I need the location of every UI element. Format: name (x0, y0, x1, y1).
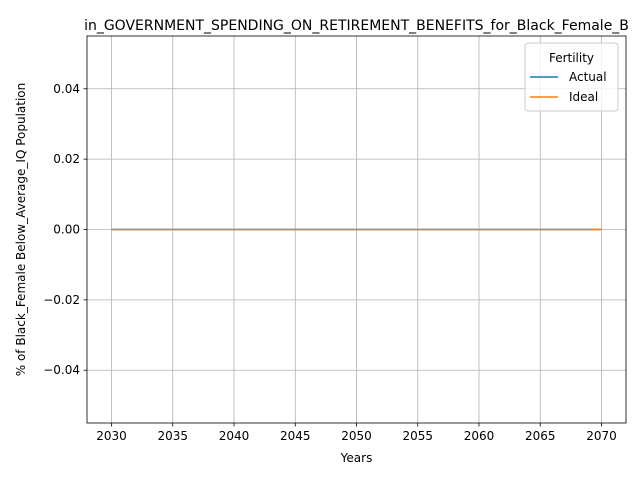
x-tick-label: 2065 (525, 429, 556, 443)
x-tick-label: 2040 (219, 429, 250, 443)
x-tick-label: 2060 (464, 429, 495, 443)
legend-label-actual: Actual (569, 70, 607, 84)
legend-title: Fertility (549, 51, 594, 65)
x-tick-label: 2030 (96, 429, 127, 443)
legend: Fertility Actual Ideal (524, 42, 619, 112)
y-axis-label: % of Black_Female Below_Average_IQ Popul… (14, 83, 28, 377)
legend-box (524, 42, 619, 112)
x-tick-label: 2045 (280, 429, 311, 443)
x-tick-label: 2055 (402, 429, 433, 443)
chart-title: in_GOVERNMENT_SPENDING_ON_RETIREMENT_BEN… (84, 18, 629, 34)
x-tick-label: 2050 (341, 429, 372, 443)
y-tick-label: 0.04 (53, 82, 80, 96)
y-tick-label: 0.02 (53, 152, 80, 166)
x-tick-label: 2070 (586, 429, 617, 443)
x-tick-label: 2035 (157, 429, 188, 443)
legend-label-ideal: Ideal (569, 90, 598, 104)
y-tick-label: 0.00 (53, 223, 80, 237)
y-tick-label: −0.04 (43, 363, 80, 377)
y-tick-label: −0.02 (43, 293, 80, 307)
x-axis-label: Years (340, 451, 373, 465)
